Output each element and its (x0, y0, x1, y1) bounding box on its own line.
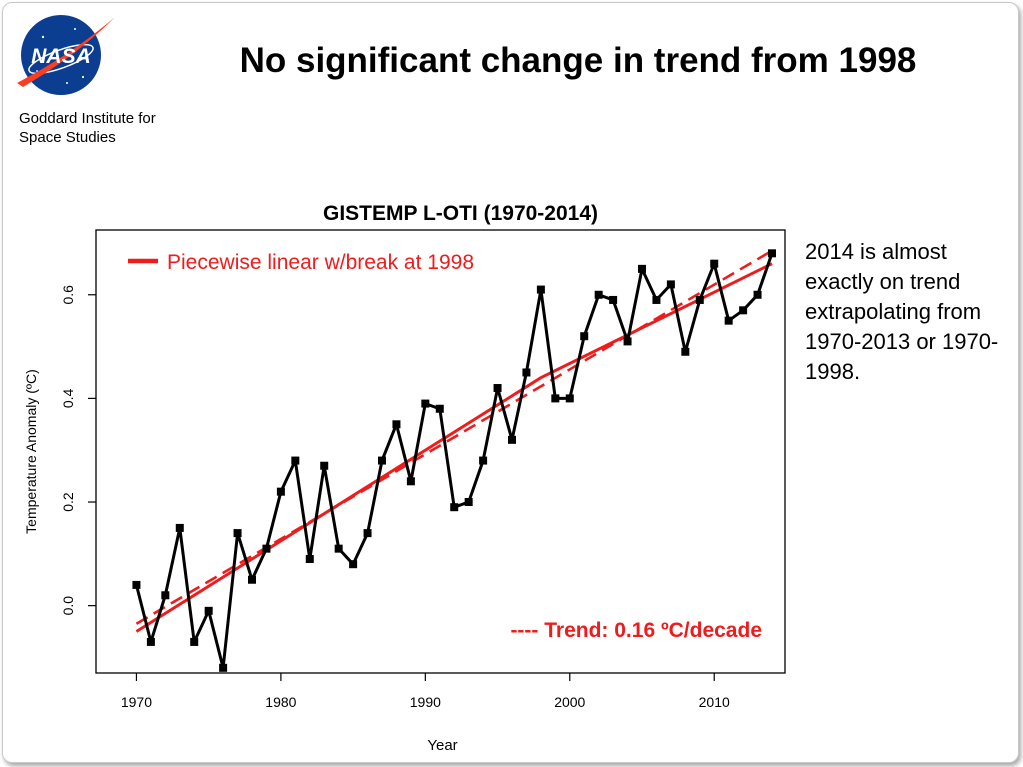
data-point-marker (421, 399, 430, 408)
data-point-marker (638, 264, 646, 273)
data-point-marker (450, 503, 459, 512)
org-name: Goddard Institute for Space Studies (19, 109, 156, 147)
chart-title: GISTEMP L-OTI (1970-2014) (323, 202, 598, 225)
data-point-marker (334, 544, 343, 553)
data-point-marker (349, 560, 358, 569)
data-point-marker (262, 544, 271, 553)
side-note: 2014 is almost exactly on trend extrapol… (805, 239, 999, 384)
piecewise-trend-line (135, 262, 773, 633)
data-point-marker (464, 498, 473, 507)
data-point-marker (565, 394, 574, 403)
y-tick-label: 0.4 (60, 388, 76, 408)
slide-title: No significant change in trend from 1998 (239, 41, 917, 80)
data-point-marker (406, 477, 415, 486)
x-tick-label: 1980 (265, 694, 296, 710)
data-point-marker (681, 347, 690, 356)
data-point-marker (493, 384, 502, 393)
data-point-marker (175, 523, 184, 532)
data-point-marker (378, 456, 386, 465)
data-point-marker (435, 404, 444, 413)
data-point-marker (623, 337, 632, 346)
data-point-marker (363, 529, 372, 538)
x-tick-label: 2000 (554, 694, 585, 710)
x-tick-label: 1970 (121, 694, 152, 710)
y-tick-label: 0.0 (60, 596, 76, 616)
data-point-marker (392, 420, 401, 429)
data-point-marker (739, 306, 748, 315)
data-point-marker (652, 295, 661, 304)
data-point-marker (190, 637, 199, 646)
nasa-logo-icon: NASA (17, 15, 115, 95)
data-point-marker (132, 580, 141, 589)
data-point-marker (536, 285, 545, 294)
data-point-marker (609, 295, 618, 304)
org-line-2: Space Studies (19, 129, 116, 146)
data-point-marker (666, 280, 675, 289)
anomaly-series-line (134, 252, 774, 670)
org-line-1: Goddard Institute for (19, 110, 156, 127)
data-point-marker (710, 259, 719, 268)
y-tick-label: 0.6 (60, 285, 76, 305)
trend-annotation: ---- Trend: 0.16 ºC/decade (510, 619, 762, 642)
data-point-marker (753, 290, 762, 299)
data-point-marker (724, 316, 733, 325)
x-axis-label: Year (427, 737, 457, 754)
plot-frame (95, 229, 786, 674)
data-point-marker (580, 332, 589, 341)
data-point-marker (219, 663, 228, 672)
data-point-marker (276, 487, 285, 496)
data-point-marker (551, 394, 560, 403)
nasa-logo-text: NASA (31, 45, 91, 68)
trend-line-dashed (135, 249, 773, 625)
data-point-marker (522, 368, 531, 377)
data-point-marker (291, 456, 300, 465)
x-tick-label: 1990 (410, 694, 441, 710)
data-point-marker (161, 591, 170, 600)
data-point-marker (233, 529, 242, 538)
chart: 1970 1980 1990 2000 2010 0.0 0.2 0.4 0.6 GISTEMP … (23, 202, 786, 754)
data-point-marker (146, 637, 155, 646)
data-point-marker (479, 456, 488, 465)
data-point-marker (594, 290, 603, 299)
data-point-marker (305, 555, 314, 564)
legend-label: Piecewise linear w/break at 1998 (167, 251, 474, 274)
data-point-marker (508, 435, 516, 444)
data-point-marker (695, 295, 704, 304)
data-point-marker (768, 249, 776, 258)
x-tick-label: 2010 (699, 694, 730, 710)
data-point-marker (248, 575, 256, 584)
y-axis-label: Temperature Anomaly (ºC) (23, 369, 39, 534)
data-point-marker (320, 461, 329, 470)
data-point-marker (204, 606, 213, 615)
y-tick-label: 0.2 (60, 492, 76, 512)
